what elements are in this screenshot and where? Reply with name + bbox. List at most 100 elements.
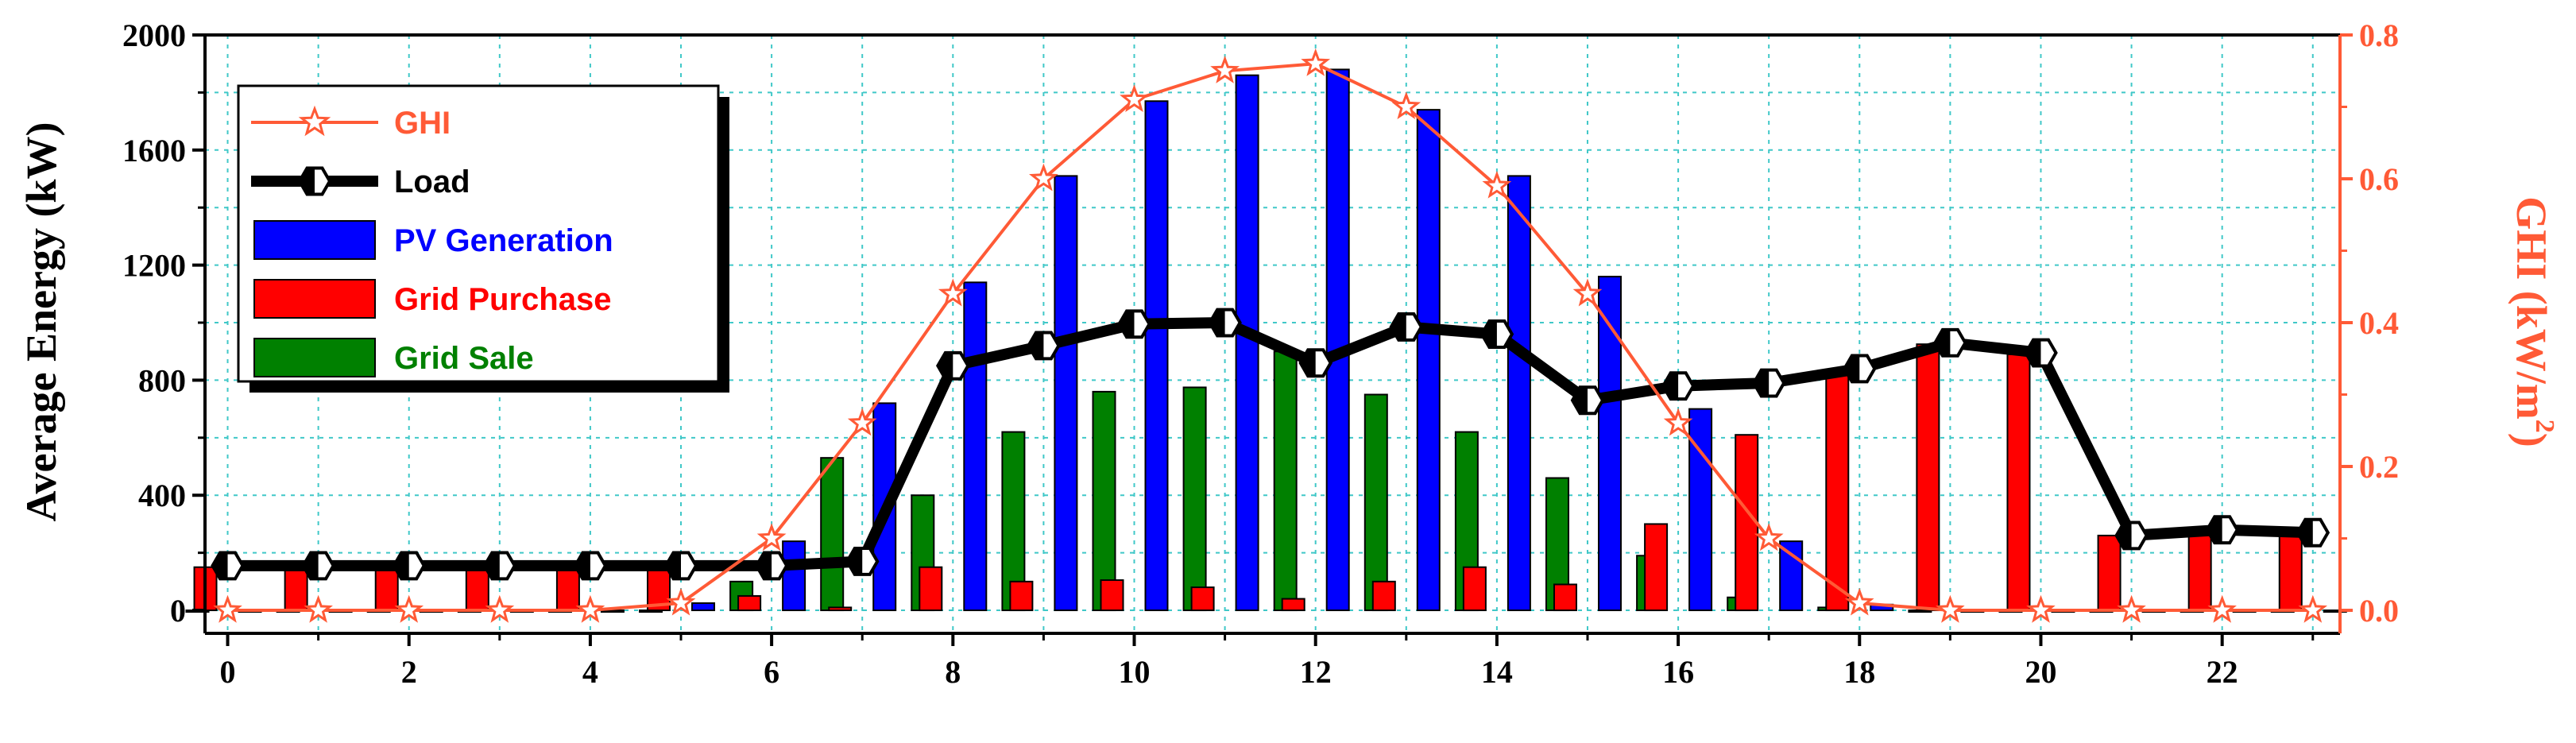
ghi-point: [1936, 594, 1965, 623]
bar-grid-sale: [1092, 390, 1116, 612]
ghi-point: [2207, 594, 2237, 623]
y2-tick-label: 0.4: [2359, 305, 2399, 341]
ghi-point: [1572, 278, 1603, 307]
bar-grid-purchase: [737, 594, 762, 612]
x-tick-label: 10: [1119, 654, 1151, 690]
bar-grid-purchase: [1462, 566, 1487, 612]
legend: GHI Load PV Generation Grid Purchase Grid Sa…: [237, 84, 729, 393]
ghi-point: [1120, 84, 1149, 113]
x-tick-label: 22: [2207, 654, 2238, 690]
y2-tick-label: 0.2: [2359, 449, 2399, 485]
x-tick-label: 14: [1481, 654, 1513, 690]
x-tick-label: 18: [1843, 654, 1875, 690]
bar-grid-purchase: [374, 566, 399, 612]
bar-grid-purchase: [1100, 579, 1124, 612]
load-point-fill: [484, 552, 500, 579]
ghi-point: [1029, 163, 1058, 192]
load-point-fill: [1300, 350, 1316, 377]
bar-grid-purchase: [2278, 532, 2303, 612]
x-tick-label: 12: [1300, 654, 1332, 690]
bar-grid-purchase: [1825, 370, 1850, 612]
ghi-point: [2026, 594, 2056, 623]
ghi-point: [666, 587, 696, 616]
bar-pv-generation: [782, 540, 806, 612]
bar-grid-purchase: [2006, 353, 2031, 612]
bar-pv-generation: [1144, 100, 1169, 612]
legend-pv-generation-label: PV Generation: [394, 223, 613, 258]
load-point-fill: [1844, 355, 1860, 382]
bar-pv-generation: [1416, 109, 1441, 612]
bar-pv-generation: [1597, 276, 1622, 612]
bar-grid-purchase: [1281, 598, 1305, 612]
y2-tick-label: 0.0: [2359, 593, 2399, 629]
bar-grid-purchase: [555, 566, 580, 612]
ghi-point: [938, 278, 968, 307]
ghi-point: [756, 523, 787, 551]
bar-pv-generation: [691, 602, 716, 612]
load-point-fill: [574, 552, 590, 579]
bar-pv-generation: [1325, 68, 1350, 612]
legend-ghi-label: GHI: [394, 106, 451, 141]
bar-grid-sale: [1273, 350, 1298, 612]
bar-grid-purchase: [465, 566, 489, 612]
load-point-fill: [393, 552, 409, 579]
bar-pv-generation: [1779, 540, 1804, 612]
bar-grid-purchase: [2187, 528, 2212, 612]
load-point-fill: [1390, 313, 1406, 340]
ghi-point: [485, 594, 515, 623]
ghi-point: [213, 594, 242, 623]
load-point-fill: [2025, 339, 2041, 366]
bar-grid-purchase: [284, 566, 308, 612]
ghi-point: [2298, 594, 2328, 623]
bar-pv-generation: [600, 609, 625, 613]
y-tick-label: 1600: [122, 133, 186, 168]
ghi-point: [1663, 408, 1693, 436]
load-point-fill: [2116, 522, 2132, 549]
x-tick-label: 8: [945, 654, 961, 690]
bar-pv-generation: [1054, 175, 1078, 612]
legend-pv-generation-swatch: [253, 220, 376, 260]
x-tick-label: 20: [2025, 654, 2056, 690]
legend-ghi-marker: [298, 105, 331, 137]
ghi-point: [1482, 170, 1512, 199]
bar-pv-generation: [1507, 175, 1531, 612]
load-point-fill: [1119, 311, 1135, 338]
ghi-point: [847, 408, 877, 436]
ghi-point: [1391, 91, 1421, 120]
bar-grid-purchase: [1553, 583, 1577, 612]
bar-grid-sale: [820, 457, 845, 612]
ghi-point: [575, 594, 605, 623]
legend-grid-sale-swatch: [253, 338, 376, 377]
bar-grid-purchase: [1735, 434, 1759, 612]
load-point-fill: [212, 552, 228, 579]
y-tick-label: 800: [138, 362, 186, 398]
y2-tick-label: 0.8: [2359, 17, 2399, 53]
y2-axis-title-close: ): [2508, 433, 2555, 447]
y2-axis-title-main: GHI (kW/m: [2508, 196, 2555, 420]
y-tick-label: 1200: [122, 248, 186, 284]
bar-pv-generation: [1688, 408, 1713, 612]
load-point-fill: [847, 548, 863, 575]
x-tick-label: 4: [582, 654, 598, 690]
load-point-fill: [666, 552, 682, 579]
y2-tick-label: 0.6: [2359, 161, 2399, 197]
bar-grid-purchase: [1190, 586, 1215, 612]
ghi-point: [1301, 48, 1331, 76]
ghi-point: [1754, 523, 1784, 551]
x-tick-label: 2: [401, 654, 417, 690]
ghi-point: [2117, 594, 2146, 623]
load-point-fill: [1935, 329, 1951, 356]
ghi-point: [304, 594, 333, 623]
y2-axis-title-superscript: 2: [2530, 420, 2559, 433]
bar-pv-generation: [1235, 74, 1259, 612]
bars: [185, 68, 2347, 613]
bar-grid-purchase: [1916, 343, 1940, 612]
axes: 0 400 800 1200 1600 2000 0.0 0.2 0.4 0.6 0.8 0 2 4 6 8 1…: [122, 17, 2399, 690]
y-tick-label: 0: [170, 593, 186, 629]
bar-grid-purchase: [1009, 580, 1034, 612]
bar-grid-purchase: [828, 606, 853, 612]
bar-grid-purchase: [2097, 534, 2122, 612]
legend-load-marker-fill: [300, 168, 315, 195]
legend-load-label: Load: [394, 164, 470, 199]
